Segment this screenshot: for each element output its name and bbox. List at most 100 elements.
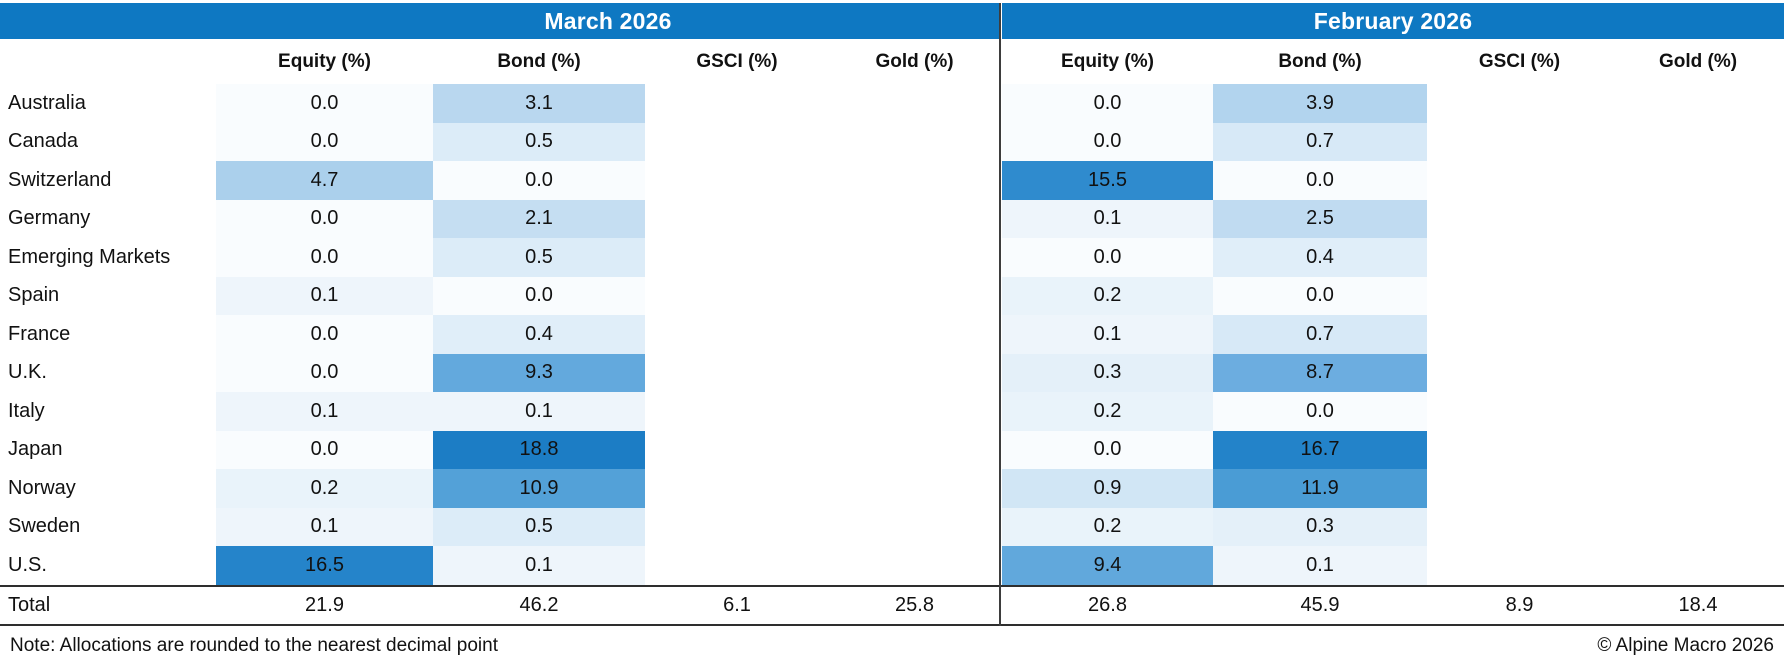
- row-label: Australia: [8, 91, 86, 114]
- cell-bond: 2.5: [1213, 199, 1427, 238]
- total-row: Total 21.9 46.2 6.1 25.8 26.8 45.9 8.9 18.4: [0, 584, 1784, 626]
- panel-header-row: March 2026 February 2026: [0, 3, 1784, 39]
- column-header-row: Equity (%) Bond (%) GSCI (%) Gold (%) Equity…: [0, 39, 1784, 84]
- cell-equity: 0.2: [1002, 276, 1213, 315]
- cell-bond: 0.1: [1213, 546, 1427, 585]
- copyright: © Alpine Macro 2026: [1597, 635, 1774, 656]
- cell-bond: 16.7: [1213, 430, 1427, 469]
- cell-gsci: [1427, 392, 1612, 431]
- cell-gold: [829, 84, 1000, 123]
- cell-equity: 0.0: [216, 430, 433, 469]
- cell-gsci: [1427, 277, 1612, 316]
- cell-equity: 9.4: [1002, 546, 1213, 585]
- row-label: Spain: [8, 284, 60, 307]
- cell-gold: [829, 354, 1000, 393]
- cell-gsci: [1427, 546, 1612, 585]
- cell-bond: 0.1: [433, 392, 645, 431]
- cell-equity: 0.1: [216, 276, 433, 315]
- cell-gold: [1612, 431, 1784, 470]
- column-header-equity: Equity (%): [1061, 50, 1154, 72]
- cell-equity: 0.1: [1002, 199, 1213, 238]
- cell-gsci: [1427, 469, 1612, 508]
- total-equity: 26.8: [1088, 593, 1127, 616]
- cell-equity: 0.1: [216, 392, 433, 431]
- cell-bond: 0.1: [433, 546, 645, 585]
- cell-gsci: [1427, 123, 1612, 162]
- cell-bond: 0.7: [1213, 122, 1427, 161]
- cell-gsci: [645, 546, 829, 585]
- cell-bond: 0.5: [433, 507, 645, 546]
- cell-bond: 0.3: [1213, 507, 1427, 546]
- cell-bond: 0.0: [433, 161, 645, 200]
- table-body: Australia 0.0 3.1 0.0 3.9 Canada 0.0 0.5 0.0 0.7 S…: [0, 84, 1784, 585]
- cell-bond: 11.9: [1213, 469, 1427, 508]
- column-header-gsci: GSCI (%): [696, 50, 778, 72]
- panel-header-march: March 2026: [0, 3, 1000, 39]
- row-label: U.K.: [8, 361, 47, 384]
- panel-divider-line: [999, 3, 1001, 626]
- cell-gsci: [645, 123, 829, 162]
- row-label: France: [8, 322, 71, 345]
- cell-gold: [1612, 508, 1784, 547]
- cell-equity: 0.2: [216, 469, 433, 508]
- cell-gsci: [1427, 354, 1612, 393]
- cell-equity: 0.0: [216, 238, 433, 277]
- cell-equity: 0.2: [1002, 392, 1213, 431]
- cell-equity: 0.0: [1002, 238, 1213, 277]
- column-header-gsci: GSCI (%): [1478, 50, 1561, 72]
- cell-gsci: [1427, 508, 1612, 547]
- cell-gsci: [645, 161, 829, 200]
- cell-gold: [829, 161, 1000, 200]
- cell-gold: [1612, 315, 1784, 354]
- cell-gold: [829, 469, 1000, 508]
- cell-equity: 0.0: [216, 84, 433, 123]
- cell-equity: 0.0: [216, 199, 433, 238]
- cell-equity: 16.5: [216, 546, 433, 585]
- cell-bond: 3.9: [1213, 84, 1427, 123]
- cell-bond: 9.3: [433, 353, 645, 392]
- column-header-bond: Bond (%): [1278, 50, 1362, 72]
- cell-gold: [829, 277, 1000, 316]
- row-label: Switzerland: [8, 168, 112, 191]
- row-label: Italy: [8, 399, 45, 422]
- cell-gsci: [1427, 238, 1612, 277]
- table-row: Spain 0.1 0.0 0.2 0.0: [0, 276, 1784, 316]
- total-label: Total: [8, 593, 51, 616]
- cell-bond: 0.4: [433, 315, 645, 354]
- cell-gsci: [645, 508, 829, 547]
- cell-gsci: [1427, 200, 1612, 239]
- cell-gold: [829, 315, 1000, 354]
- cell-equity: 0.2: [1002, 507, 1213, 546]
- cell-equity: 4.7: [216, 161, 433, 200]
- cell-bond: 3.1: [433, 84, 645, 123]
- cell-equity: 0.3: [1002, 353, 1213, 392]
- total-bond: 45.9: [1300, 593, 1340, 616]
- table-row: France 0.0 0.4 0.1 0.7: [0, 315, 1784, 354]
- cell-equity: 0.0: [1002, 122, 1213, 161]
- cell-equity: 0.0: [216, 353, 433, 392]
- cell-gold: [1612, 392, 1784, 431]
- cell-equity: 0.0: [216, 122, 433, 161]
- cell-bond: 0.5: [433, 122, 645, 161]
- cell-bond: 10.9: [433, 469, 645, 508]
- cell-gold: [829, 238, 1000, 277]
- column-header-gold: Gold (%): [1658, 50, 1738, 72]
- cell-bond: 8.7: [1213, 353, 1427, 392]
- cell-bond: 0.0: [433, 276, 645, 315]
- cell-gold: [1612, 200, 1784, 239]
- cell-gold: [1612, 277, 1784, 316]
- cell-gsci: [645, 392, 829, 431]
- total-gsci: 6.1: [723, 593, 751, 616]
- row-label: Emerging Markets: [8, 245, 171, 268]
- table-row: Sweden 0.1 0.5 0.2 0.3: [0, 507, 1784, 547]
- march-title-wrap: March 2026: [216, 8, 1000, 35]
- cell-gsci: [1427, 84, 1612, 123]
- cell-gsci: [645, 238, 829, 277]
- total-gsci: 8.9: [1505, 593, 1534, 616]
- cell-equity: 0.0: [216, 315, 433, 354]
- cell-gsci: [645, 469, 829, 508]
- cell-equity: 0.1: [216, 507, 433, 546]
- cell-equity: 0.9: [1002, 469, 1213, 508]
- cell-gsci: [645, 200, 829, 239]
